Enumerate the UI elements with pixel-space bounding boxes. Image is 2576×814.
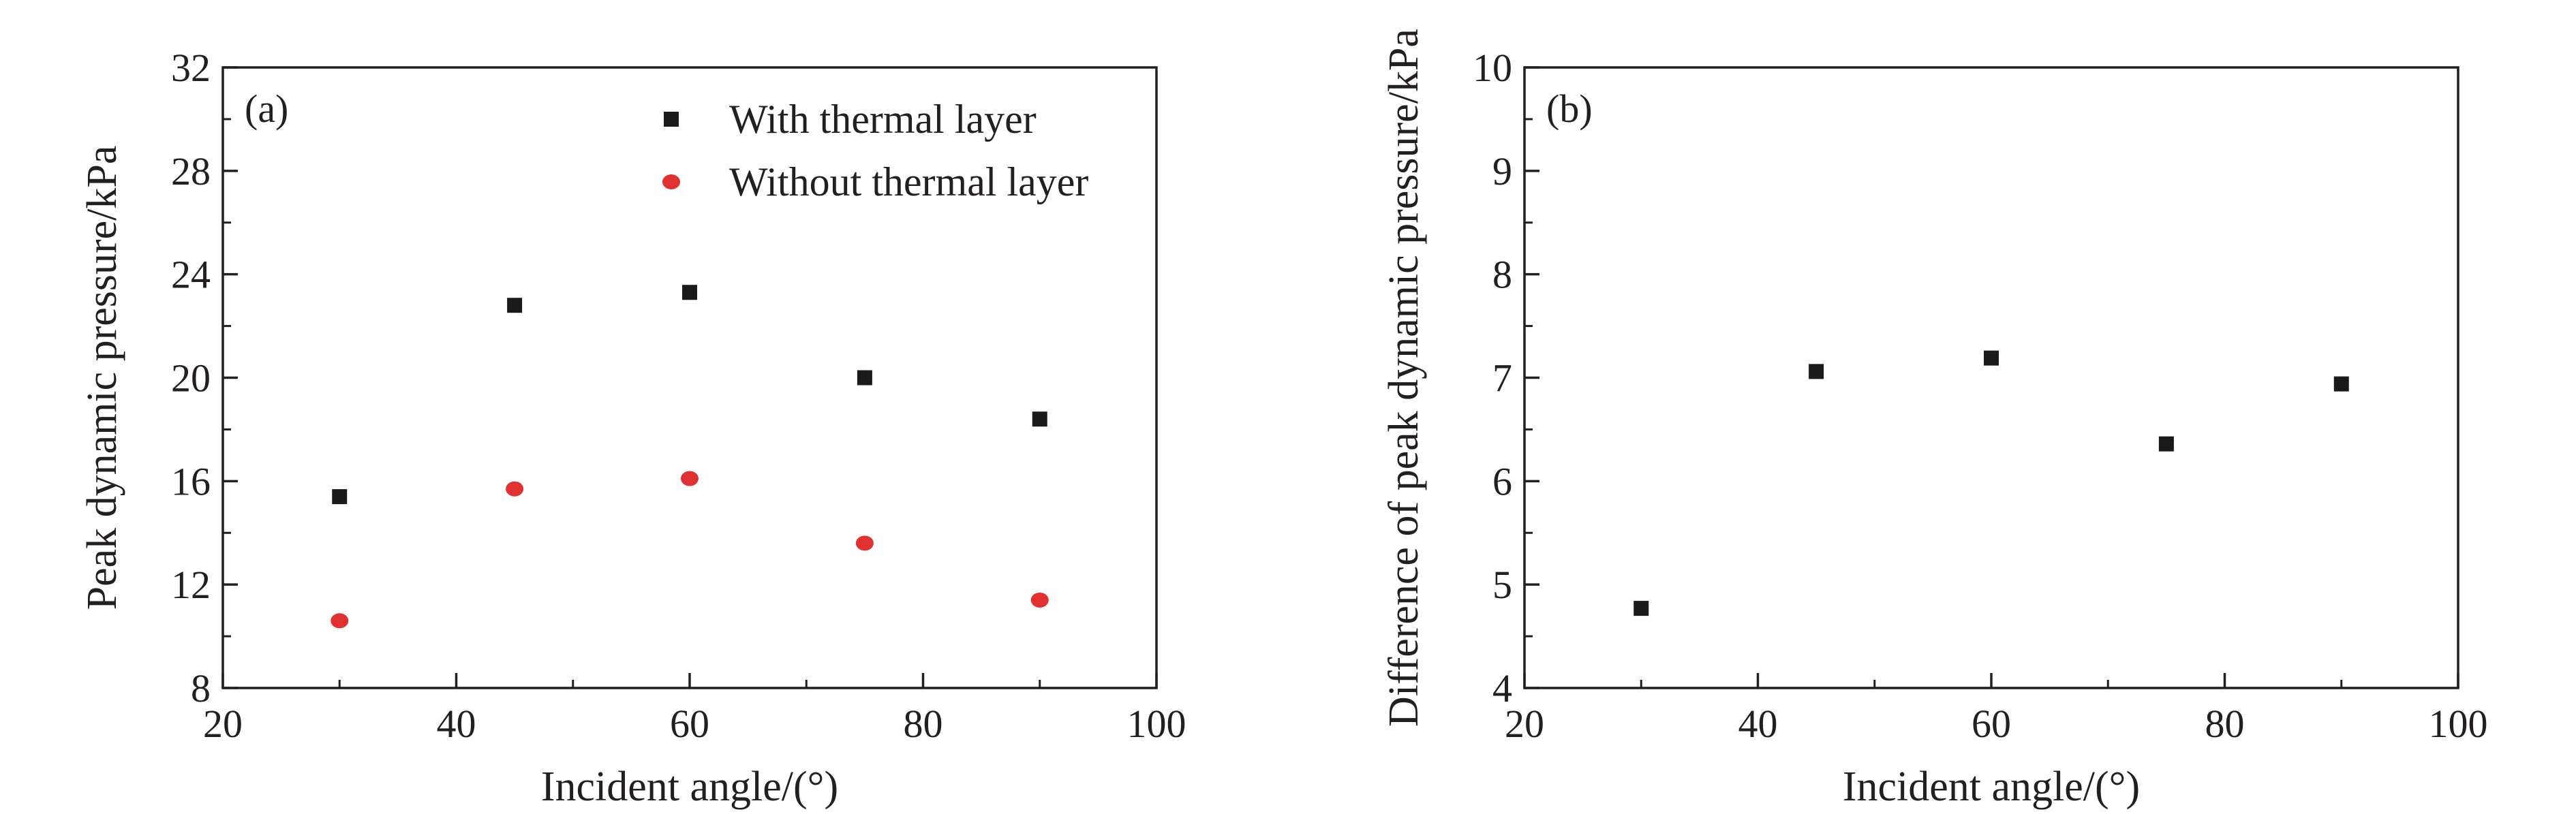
data-point-square bbox=[1032, 411, 1047, 427]
x-tick-label: 80 bbox=[904, 702, 943, 746]
y-tick-label: 10 bbox=[1473, 46, 1512, 90]
y-axis-title: Difference of peak dynamic pressure/kPa bbox=[1381, 29, 1427, 727]
y-tick-label: 20 bbox=[171, 356, 211, 401]
data-point-square bbox=[2333, 376, 2349, 392]
data-point-square bbox=[1984, 350, 1999, 366]
y-tick-label: 8 bbox=[191, 666, 211, 710]
data-point-circle bbox=[331, 613, 349, 629]
y-tick-label: 16 bbox=[171, 459, 211, 503]
plot-frame bbox=[1523, 66, 2459, 689]
data-point-circle bbox=[681, 471, 699, 486]
y-tick-label: 5 bbox=[1492, 563, 1512, 607]
chart-panel-2: 20 40 60 80 100 4 5 6 7 8 9 10 Incident angle/(°) Dif… bbox=[1381, 29, 2488, 810]
series-2 bbox=[331, 471, 1049, 629]
data-point-circle bbox=[855, 535, 874, 551]
y-tick-label: 7 bbox=[1492, 356, 1512, 401]
legend-label: With thermal layer bbox=[729, 97, 1037, 142]
x-tick-label: 20 bbox=[1505, 702, 1544, 746]
data-point-square bbox=[332, 489, 348, 505]
y-axis-title: Peak dynamic pressure/kPa bbox=[79, 146, 125, 610]
legend-marker-circle bbox=[662, 174, 680, 189]
x-tick-label: 40 bbox=[1738, 702, 1778, 746]
y-tick-label: 32 bbox=[171, 46, 211, 90]
series-1 bbox=[332, 285, 1047, 505]
chart-panel-1: 20 40 60 80 100 8 12 16 20 24 28 32 Incident angle/(… bbox=[79, 46, 1186, 810]
y-tick-label: 12 bbox=[171, 563, 211, 607]
data-point-square bbox=[1634, 601, 1649, 616]
y-tick-label: 6 bbox=[1492, 459, 1512, 503]
x-tick-label: 20 bbox=[203, 702, 243, 746]
data-point-square bbox=[857, 370, 872, 386]
series-1 bbox=[1634, 350, 2349, 616]
y-tick-label: 9 bbox=[1492, 149, 1512, 193]
y-tick-label: 28 bbox=[171, 149, 211, 193]
x-axis-title: Incident angle/(°) bbox=[1843, 764, 2140, 810]
legend-entry: Without thermal layer bbox=[662, 159, 1088, 204]
x-tick-label: 60 bbox=[1972, 702, 2011, 746]
data-point-square bbox=[507, 298, 523, 313]
panel-label: (b) bbox=[1546, 87, 1593, 131]
data-point-square bbox=[2158, 436, 2174, 452]
panel-label: (a) bbox=[245, 87, 288, 131]
x-tick-label: 60 bbox=[670, 702, 709, 746]
x-tick-label: 40 bbox=[437, 702, 476, 746]
legend-label: Without thermal layer bbox=[729, 159, 1088, 204]
x-tick-label: 100 bbox=[2429, 702, 2488, 746]
data-point-square bbox=[682, 285, 697, 300]
x-tick-label: 80 bbox=[2205, 702, 2245, 746]
y-tick-label: 24 bbox=[171, 253, 211, 297]
data-point-square bbox=[1809, 364, 1824, 379]
y-tick-label: 4 bbox=[1492, 666, 1512, 710]
data-point-circle bbox=[1030, 592, 1049, 608]
x-axis-title: Incident angle/(°) bbox=[541, 764, 838, 810]
legend-entry: With thermal layer bbox=[664, 97, 1037, 142]
x-tick-label: 100 bbox=[1127, 702, 1186, 746]
y-tick-label: 8 bbox=[1492, 253, 1512, 297]
data-point-circle bbox=[506, 481, 524, 497]
legend-marker-square bbox=[664, 112, 679, 127]
